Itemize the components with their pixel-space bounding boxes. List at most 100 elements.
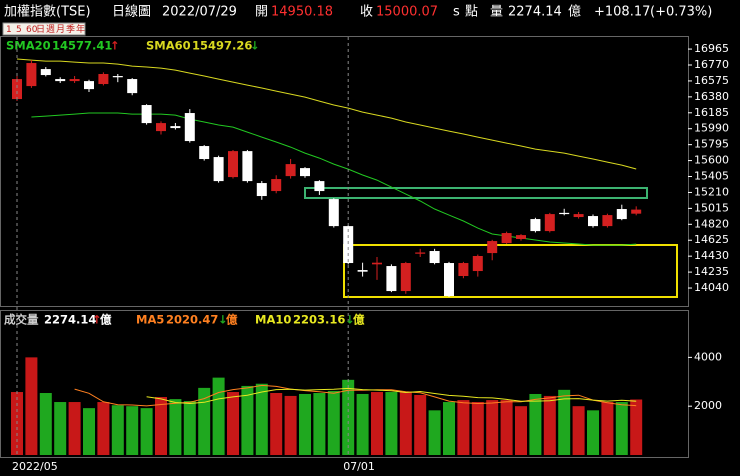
volume-bar: [615, 402, 628, 455]
y-tick-label: 16575: [694, 74, 729, 87]
candle-body: [429, 251, 440, 264]
volume-bar: [39, 393, 52, 455]
y-tick-label: 14820: [694, 217, 729, 230]
candle-body: [357, 270, 368, 272]
volume-bar: [241, 385, 254, 455]
legend-value: 2274.14: [44, 313, 96, 327]
legend-name: SMA20: [6, 39, 51, 53]
volume-bar: [587, 410, 599, 455]
candle-body: [84, 81, 94, 90]
candle-body: [544, 214, 555, 232]
legend-name: MA10: [255, 313, 291, 327]
period: 日線圖: [112, 4, 151, 20]
y-tick-label: 16965: [694, 42, 729, 55]
candle-body: [184, 113, 195, 142]
legend-arrow: ↓: [218, 313, 228, 327]
volume-bar: [227, 392, 239, 455]
candle-body: [285, 164, 296, 177]
highlight-box: [343, 244, 678, 298]
candle-body: [271, 179, 282, 192]
legend-value: 2203.16: [293, 313, 345, 327]
candle-body: [458, 263, 469, 277]
volume-bar: [558, 389, 571, 455]
candle-body: [631, 209, 642, 214]
highlight-box: [304, 187, 648, 199]
toolbar-item: 5: [16, 25, 22, 35]
volume-bar: [140, 408, 153, 455]
candle-body: [256, 183, 267, 197]
toolbar: [2, 22, 86, 36]
volume-bar: [385, 392, 398, 455]
volume-unit: 億: [568, 4, 581, 20]
volume-bar: [486, 400, 499, 455]
plot: 16965 16770 16575 16380 16185 15990 15795 15600…: [4, 37, 729, 473]
y-tick-label: 16770: [694, 58, 729, 71]
volume-bar: [270, 393, 283, 455]
volume-bar: [327, 390, 340, 455]
candle-body: [26, 63, 37, 87]
change: +108.17: [594, 5, 650, 20]
y-tick-label: 16185: [694, 106, 729, 119]
candle-body: [343, 226, 354, 264]
candle-body: [501, 233, 512, 244]
legend-arrow: ↑: [110, 39, 120, 53]
change-pct: (+0.73%): [650, 5, 712, 20]
toolbar-item: 月: [56, 24, 65, 35]
candle-body: [559, 212, 570, 215]
candle-body: [213, 157, 224, 182]
candle-body: [98, 73, 109, 85]
volume-bar: [515, 406, 527, 455]
volume-bar: [155, 397, 167, 455]
ma-line: [146, 387, 637, 405]
volume-bar: [399, 392, 412, 455]
candle-body: [530, 219, 541, 232]
volume-bar: [83, 408, 95, 455]
candle-body: [328, 199, 339, 227]
candle-body: [487, 241, 498, 254]
volume-bar: [457, 400, 470, 455]
volume-bar: [284, 395, 297, 455]
volume-bar: [97, 402, 110, 455]
ma-line: [16, 58, 637, 170]
volume-bar: [471, 402, 484, 455]
volume-bar: [299, 393, 311, 455]
volume-panel: [0, 310, 689, 458]
candle-body: [12, 79, 22, 100]
toolbar-item: 年: [76, 23, 85, 35]
legend-unit: 億: [226, 313, 238, 327]
unit-s: s: [453, 5, 460, 20]
open-value: 14950.18: [271, 5, 333, 20]
y-tick-label: 2000: [694, 399, 722, 412]
candle-body: [616, 209, 627, 220]
volume-value: 2274.14: [508, 5, 562, 20]
y-tick-label: 14235: [694, 265, 729, 278]
volume-bar: [414, 394, 427, 455]
y-tick-label: 14040: [694, 281, 729, 294]
candle-body: [372, 262, 382, 265]
candle-body: [141, 105, 152, 124]
y-tick-label: 15210: [694, 185, 729, 198]
candle-body: [573, 214, 584, 218]
candle-body: [472, 256, 483, 272]
y-tick-label: 15600: [694, 154, 729, 167]
volume-label: 量: [490, 5, 503, 20]
candle-body: [170, 126, 181, 129]
unit: 點: [465, 5, 478, 20]
legend-name: MA5: [136, 313, 164, 327]
close-value: 15000.07: [376, 5, 438, 20]
x-tick-label: 2022/05: [12, 460, 58, 473]
candle-body: [242, 151, 253, 182]
toolbar-item: 1: [6, 25, 12, 35]
price-panel: [0, 36, 689, 307]
candle-body: [300, 168, 310, 177]
volume-bar: [371, 392, 383, 455]
y-tick-label: 15405: [694, 170, 729, 183]
candle-body: [444, 263, 454, 297]
ma-line: [31, 112, 637, 246]
candle-body: [588, 216, 598, 227]
volume-bar: [255, 383, 268, 455]
volume-bar: [500, 400, 513, 455]
candle-body: [314, 181, 325, 192]
volume-bar: [443, 402, 455, 455]
